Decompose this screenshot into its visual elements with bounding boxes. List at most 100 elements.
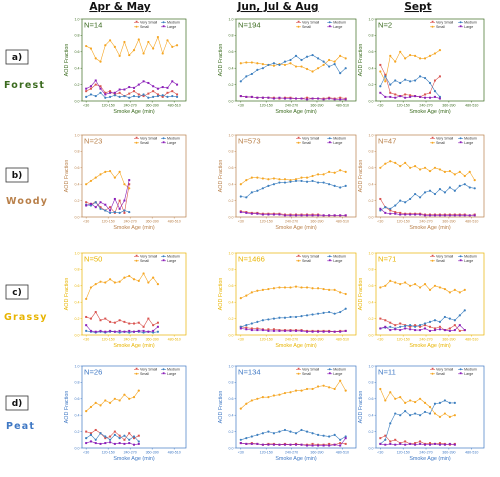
data-point (316, 312, 320, 315)
data-point (113, 91, 116, 94)
series-line-medium (86, 330, 158, 333)
data-point (328, 170, 331, 173)
panel-peat-2: 0.0 0.2 0.4 0.6 0.8 1.0 AOD Fraction <30 120-150… (358, 364, 485, 462)
data-point (419, 325, 422, 328)
data-point (438, 443, 441, 446)
data-point (384, 284, 387, 287)
data-point (239, 438, 242, 441)
data-point (333, 387, 336, 391)
data-point (142, 272, 145, 275)
data-point (399, 442, 402, 445)
data-point (384, 95, 387, 98)
x-tick-label: 360-390 (442, 104, 455, 108)
data-point (89, 179, 93, 183)
data-point (267, 213, 270, 216)
data-point (458, 291, 461, 294)
y-tick-label: 0.0 (229, 446, 234, 450)
legend-label: Very Small (302, 255, 319, 259)
legend-marker (328, 255, 331, 258)
x-tick-label: 480-510 (168, 220, 181, 224)
data-point (147, 317, 150, 320)
data-point (85, 324, 88, 327)
data-point (399, 213, 402, 216)
data-point (429, 96, 431, 99)
panel-grassy-1: 0.0 0.2 0.4 0.6 0.8 1.0 AOD Fraction <30 120-150… (218, 251, 357, 349)
column-title-sept: Sept (404, 1, 431, 13)
data-point (137, 38, 140, 41)
data-point (404, 93, 407, 96)
row-letter: c) (12, 288, 21, 298)
data-point (175, 44, 179, 47)
series-line-large (86, 180, 130, 212)
data-point (85, 201, 88, 204)
data-point (424, 324, 427, 327)
data-point (85, 430, 88, 433)
n-count-label: N=47 (378, 137, 396, 146)
data-point (250, 329, 253, 332)
panel-woody-0: 0.0 0.2 0.4 0.6 0.8 1.0 AOD Fraction <30 120-150… (64, 133, 187, 231)
data-point (384, 206, 387, 209)
data-point (311, 442, 314, 445)
data-point (94, 94, 97, 98)
x-tick-label: 360-390 (310, 104, 323, 108)
data-point (305, 314, 309, 317)
y-tick-label: 1.0 (75, 364, 80, 368)
data-point (283, 63, 287, 67)
data-point (123, 393, 126, 396)
data-point (379, 63, 382, 66)
data-point (261, 432, 264, 435)
data-point (424, 443, 427, 446)
data-point (339, 438, 342, 441)
data-point (404, 57, 407, 60)
data-point (443, 412, 447, 415)
y-tick-label: 0.0 (75, 333, 80, 337)
data-point (399, 283, 402, 286)
legend-label: Medium (333, 137, 346, 141)
data-point (261, 396, 264, 399)
data-point (409, 166, 412, 169)
data-point (413, 400, 417, 404)
data-point (118, 207, 121, 210)
data-point (118, 54, 121, 58)
data-point (433, 329, 436, 332)
data-point (389, 160, 392, 163)
data-point (394, 212, 397, 215)
data-point (384, 162, 387, 165)
data-point (118, 434, 121, 437)
data-point (305, 176, 309, 179)
y-tick-label: 0.8 (75, 34, 80, 38)
data-point (94, 57, 97, 60)
data-point (85, 442, 88, 445)
legend-label: Very Small (140, 368, 157, 372)
data-point (175, 95, 179, 98)
data-point (250, 212, 253, 215)
panel-peat-1: 0.0 0.2 0.4 0.6 0.8 1.0 AOD Fraction <30 120-150… (218, 364, 357, 462)
legend-marker (135, 141, 138, 144)
legend-label: Very Small (436, 368, 453, 372)
data-point (267, 184, 270, 187)
legend-label: Medium (167, 21, 180, 25)
data-point (311, 53, 314, 57)
legend-marker (459, 372, 462, 375)
y-tick-label: 0.0 (75, 215, 80, 219)
data-point (142, 325, 145, 328)
legend-label: Small (302, 259, 311, 263)
data-point (113, 433, 116, 436)
data-point (333, 443, 336, 446)
data-point (137, 321, 140, 324)
data-point (152, 329, 155, 332)
legend-marker (162, 368, 165, 371)
data-point (267, 63, 270, 67)
data-point (250, 399, 253, 402)
data-point (272, 62, 276, 65)
legend-marker (328, 25, 331, 28)
data-point (261, 96, 264, 99)
x-axis-label: Smoke Age (min) (113, 109, 155, 115)
data-point (438, 95, 442, 98)
data-point (294, 285, 298, 288)
data-point (306, 214, 309, 217)
data-point (256, 62, 259, 65)
x-tick-label: 120-150 (260, 104, 273, 108)
data-point (317, 214, 320, 217)
data-point (239, 325, 242, 328)
